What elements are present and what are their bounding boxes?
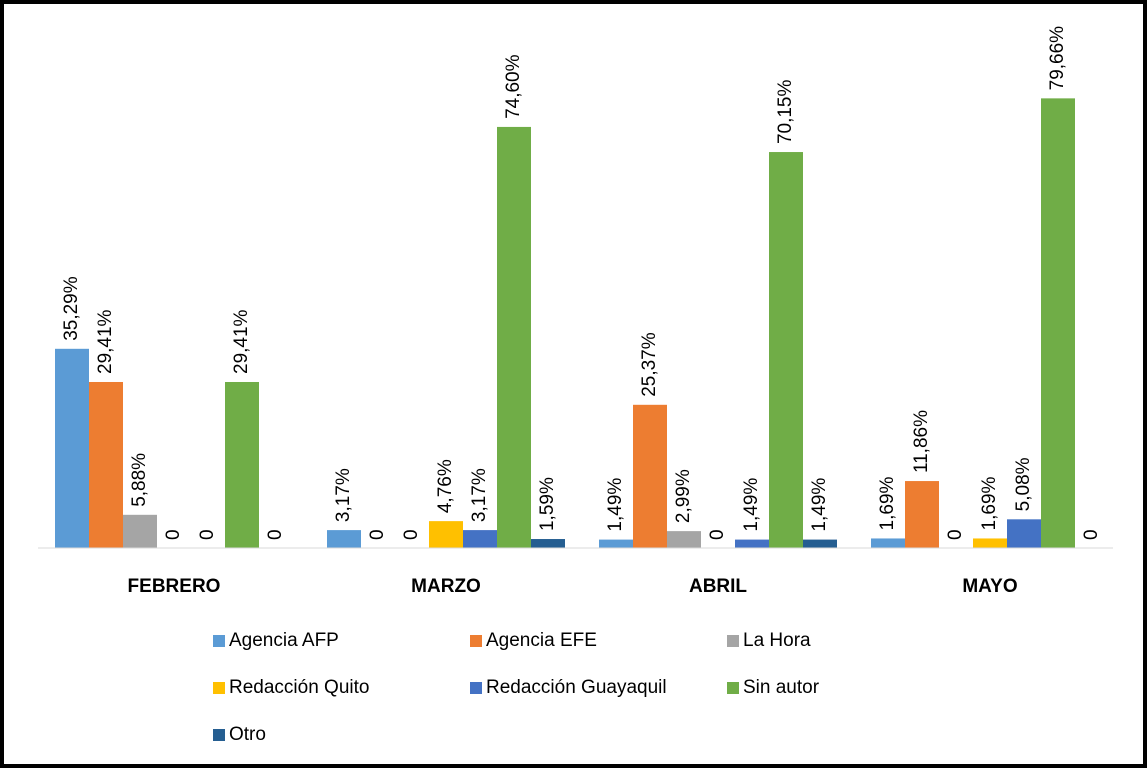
data-label: 3,17% <box>469 468 490 522</box>
data-label: 0 <box>945 529 966 540</box>
bar <box>735 539 769 548</box>
data-label: 0 <box>197 529 218 540</box>
bar <box>973 538 1007 548</box>
bar <box>89 381 123 548</box>
bar <box>667 531 701 548</box>
x-tick-label: MARZO <box>411 576 481 597</box>
bar <box>871 538 905 548</box>
data-label: 5,88% <box>129 453 150 507</box>
data-label: 0 <box>265 529 286 540</box>
data-label: 5,08% <box>1013 457 1034 511</box>
data-label: 0 <box>163 529 184 540</box>
bar <box>905 481 939 548</box>
legend-label: Agencia EFE <box>486 630 597 651</box>
data-label: 0 <box>367 529 388 540</box>
bar <box>327 530 361 548</box>
bar <box>123 514 157 548</box>
data-label: 0 <box>401 529 422 540</box>
data-label: 0 <box>1081 529 1102 540</box>
data-label: 29,41% <box>231 309 252 374</box>
bar <box>55 348 89 548</box>
data-label: 3,17% <box>333 468 354 522</box>
data-label: 11,86% <box>911 410 932 473</box>
legend-label: Redacción Guayaquil <box>486 677 667 698</box>
x-tick-label: ABRIL <box>689 576 747 597</box>
bar <box>497 126 531 549</box>
data-label: 70,15% <box>775 79 796 144</box>
data-label: 0 <box>707 529 728 540</box>
bar <box>1007 519 1041 548</box>
bar <box>769 152 803 548</box>
legend-label: Sin autor <box>743 677 820 698</box>
bar <box>1041 98 1075 548</box>
data-label: 35,29% <box>61 276 82 341</box>
legend-swatch <box>213 635 225 647</box>
bar <box>429 521 463 548</box>
legend-label: Redacción Quito <box>229 677 369 698</box>
legend-swatch <box>470 635 482 647</box>
bar <box>599 539 633 548</box>
bar <box>633 404 667 548</box>
data-label: 2,99% <box>673 469 694 523</box>
legend-swatch <box>727 682 739 694</box>
data-label: 1,49% <box>741 478 762 532</box>
data-label: 1,69% <box>877 476 898 530</box>
x-tick-label: FEBRERO <box>128 576 221 597</box>
bar <box>225 381 259 548</box>
legend-label: La Hora <box>743 630 811 651</box>
data-label: 74,60% <box>503 54 524 119</box>
x-tick-label: MAYO <box>962 576 1017 597</box>
bar <box>803 539 837 548</box>
legend-swatch <box>213 682 225 694</box>
legend-swatch <box>727 635 739 647</box>
data-label: 1,69% <box>979 476 1000 530</box>
data-label: 1,49% <box>605 478 626 532</box>
data-label: 29,41% <box>95 309 116 374</box>
data-label: 4,76% <box>435 459 456 513</box>
legend-label: Otro <box>229 724 266 745</box>
bar <box>463 530 497 548</box>
data-label: 25,37% <box>639 332 660 397</box>
data-label: 1,59% <box>537 477 558 531</box>
legend-label: Agencia AFP <box>229 630 339 651</box>
data-label: 79,66% <box>1047 26 1068 91</box>
legend-swatch <box>213 729 225 741</box>
bar <box>531 539 565 548</box>
data-label: 1,49% <box>809 478 830 532</box>
legend-swatch <box>470 682 482 694</box>
